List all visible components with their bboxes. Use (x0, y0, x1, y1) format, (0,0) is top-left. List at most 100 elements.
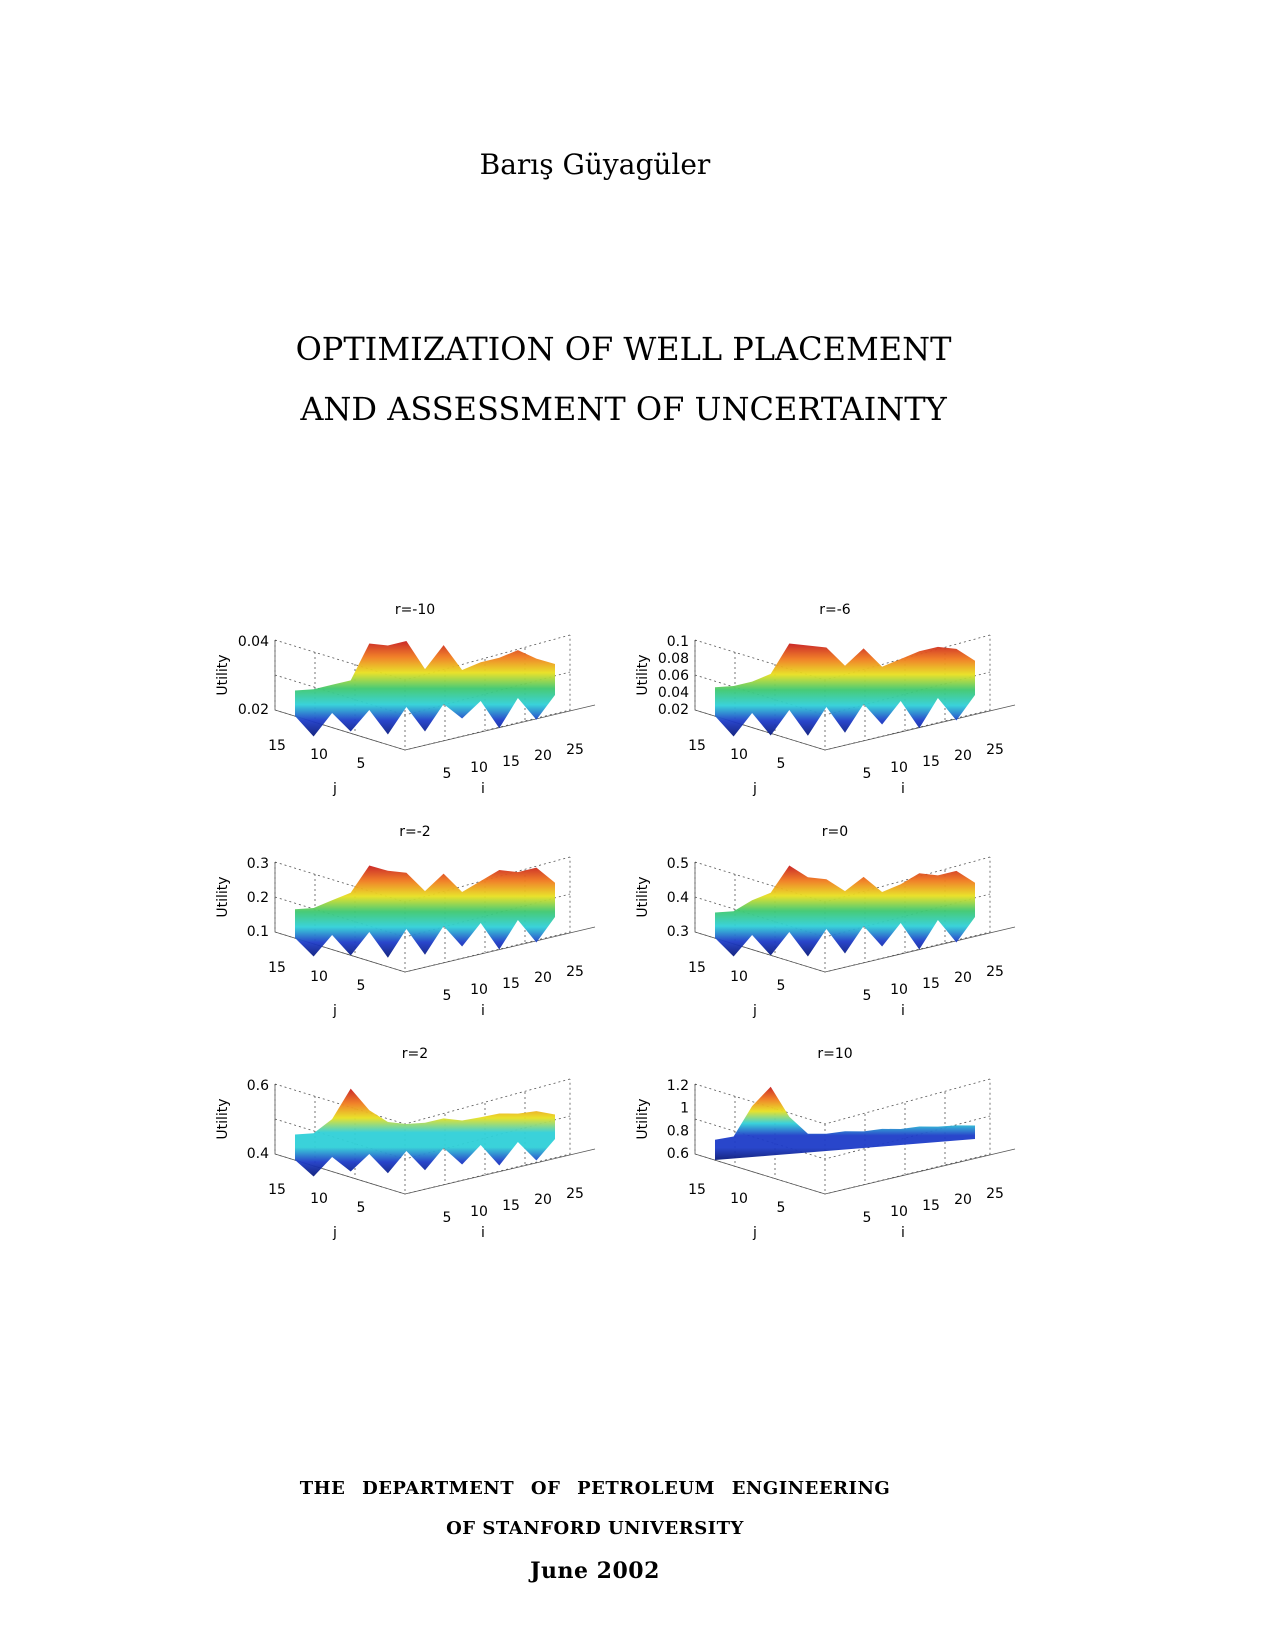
utility-surface (295, 1088, 555, 1177)
z-tick-label: 0.6 (667, 1146, 689, 1162)
utility-surface (715, 643, 975, 737)
i-tick-label: 25 (566, 964, 584, 980)
i-tick-label: 5 (443, 988, 452, 1004)
z-tick-label: 0.3 (247, 856, 269, 872)
j-tick-label: 5 (777, 978, 786, 994)
i-axis-label: i (481, 1225, 485, 1241)
j-axis-label: j (332, 781, 337, 797)
i-tick-label: 5 (443, 1210, 452, 1226)
z-tick-label: 0.3 (667, 924, 689, 940)
surface-panel-1: r=-10 0.04 0.02 Utility 15 10 5 j 5 10 15 20 25 i (215, 600, 615, 820)
panel-title: r=-10 (395, 602, 435, 618)
i-tick-label: 5 (443, 766, 452, 782)
z-tick-label: 0.2 (247, 890, 269, 906)
j-axis-label: j (332, 1003, 337, 1019)
surface-plot-3: r=-2 0.3 0.2 0.1 Utility 15 10 5 j 5 10 15 20 25 i (215, 824, 596, 1019)
z-tick-label: 0.02 (238, 702, 269, 718)
j-tick-label: 5 (777, 1200, 786, 1216)
i-tick-label: 10 (890, 982, 908, 998)
title-line-2: AND ASSESSMENT OF UNCERTAINTY (300, 390, 947, 428)
j-tick-label: 15 (268, 960, 286, 976)
j-tick-label: 10 (310, 969, 328, 985)
j-tick-label: 5 (777, 756, 786, 772)
i-tick-label: 15 (922, 976, 940, 992)
i-tick-label: 25 (986, 964, 1004, 980)
i-axis-label: i (901, 781, 905, 797)
panel-title: r=0 (822, 824, 848, 840)
surface-plot-5: r=2 0.6 0.4 Utility 15 10 5 j 5 10 15 20 25 i (215, 1046, 596, 1241)
z-tick-label: 0.6 (247, 1078, 269, 1094)
surface-panel-2: r=-6 0.1 0.08 0.06 0.04 0.02 Utility 15 10 5 j 5 10 1… (635, 600, 1035, 820)
j-axis-label: j (332, 1225, 337, 1241)
surface-plot-6: r=10 1.2 1 0.8 0.6 Utility 15 10 5 j 5 10 15 20 25 i (635, 1046, 1016, 1241)
z-tick-label: 0.1 (667, 634, 689, 650)
i-tick-label: 5 (863, 1210, 872, 1226)
z-tick-label: 1 (680, 1101, 689, 1117)
i-tick-label: 10 (890, 1204, 908, 1220)
j-tick-label: 10 (310, 747, 328, 763)
j-tick-label: 5 (357, 756, 366, 772)
z-axis-label: Utility (635, 876, 651, 917)
i-tick-label: 10 (470, 760, 488, 776)
i-tick-label: 10 (470, 982, 488, 998)
panel-title: r=2 (402, 1046, 428, 1062)
utility-surface (295, 865, 555, 958)
z-axis-label: Utility (215, 654, 231, 695)
i-tick-label: 25 (986, 742, 1004, 758)
z-tick-label: 0.1 (247, 924, 269, 940)
surface-plot-2: r=-6 0.10.080.060.040.02 Utility 15 10 5 j 5 10 1… (635, 602, 1016, 797)
i-tick-label: 25 (986, 1186, 1004, 1202)
i-tick-label: 25 (566, 742, 584, 758)
i-axis-label: i (901, 1003, 905, 1019)
department-line: THE DEPARTMENT OF PETROLEUM ENGINEERING (299, 1478, 891, 1499)
university-line: OF STANFORD UNIVERSITY (446, 1518, 744, 1539)
j-axis-label: j (752, 781, 757, 797)
i-tick-label: 15 (502, 976, 520, 992)
i-tick-label: 20 (534, 970, 552, 986)
utility-surface (715, 1086, 975, 1160)
j-axis-label: j (752, 1003, 757, 1019)
z-axis-label: Utility (215, 1098, 231, 1139)
i-tick-label: 20 (954, 1192, 972, 1208)
z-axis-label: Utility (635, 1098, 651, 1139)
j-tick-label: 5 (357, 1200, 366, 1216)
j-tick-label: 15 (688, 960, 706, 976)
i-axis-label: i (481, 781, 485, 797)
i-tick-label: 15 (502, 754, 520, 770)
i-tick-label: 20 (534, 748, 552, 764)
z-tick-label: 1.2 (667, 1078, 689, 1094)
j-tick-label: 5 (357, 978, 366, 994)
j-tick-label: 15 (268, 1182, 286, 1198)
j-tick-label: 10 (730, 969, 748, 985)
i-tick-label: 15 (922, 1198, 940, 1214)
j-tick-label: 15 (688, 738, 706, 754)
z-tick-label: 0.4 (247, 1146, 269, 1162)
j-tick-label: 10 (730, 747, 748, 763)
surface-panel-4: r=0 0.5 0.4 0.3 Utility 15 10 5 j 5 10 15 20 25 i (635, 822, 1035, 1042)
panel-title: r=-2 (399, 824, 430, 840)
i-tick-label: 25 (566, 1186, 584, 1202)
z-axis-label: Utility (635, 654, 651, 695)
i-axis-label: i (901, 1225, 905, 1241)
j-tick-label: 15 (688, 1182, 706, 1198)
z-tick-label: 0.06 (658, 668, 689, 684)
panel-title: r=10 (817, 1046, 852, 1062)
z-axis-label: Utility (215, 876, 231, 917)
i-tick-label: 5 (863, 766, 872, 782)
z-tick-label: 0.8 (667, 1123, 689, 1139)
surface-panel-6: r=10 1.2 1 0.8 0.6 Utility 15 10 5 j 5 10 15 20 25 i (635, 1044, 1035, 1264)
z-tick-label: 0.4 (667, 890, 689, 906)
z-tick-label: 0.04 (238, 634, 269, 650)
i-axis-label: i (481, 1003, 485, 1019)
i-tick-label: 20 (954, 970, 972, 986)
panel-title: r=-6 (819, 602, 851, 618)
i-tick-label: 5 (863, 988, 872, 1004)
i-tick-label: 15 (502, 1198, 520, 1214)
surface-panel-3: r=-2 0.3 0.2 0.1 Utility 15 10 5 j 5 10 15 20 25 i (215, 822, 615, 1042)
author-name: Barış Güyagüler (479, 148, 711, 181)
surface-plot-1: r=-10 0.04 0.02 Utility 15 10 5 j 5 10 15 20 25 i (215, 602, 596, 797)
i-tick-label: 10 (890, 760, 908, 776)
i-tick-label: 20 (534, 1192, 552, 1208)
z-tick-label: 0.5 (667, 856, 689, 872)
